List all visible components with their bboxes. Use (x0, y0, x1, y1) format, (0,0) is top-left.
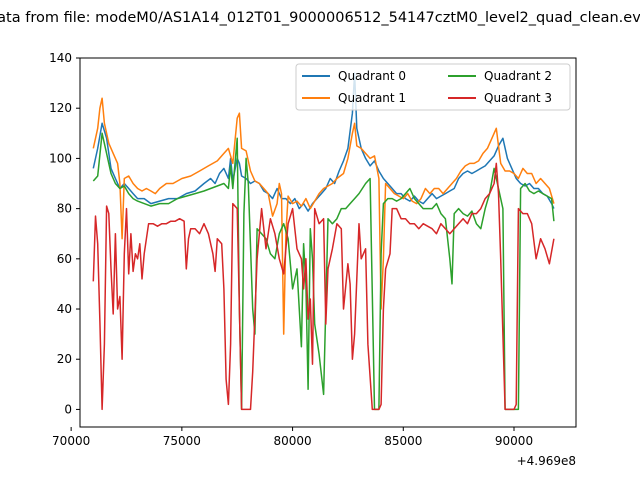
x-tick-label: 80000 (273, 434, 311, 448)
legend-label-quadrant-0: Quadrant 0 (338, 69, 406, 83)
y-tick-label: 140 (49, 51, 72, 65)
plot-area-frame (79, 57, 577, 428)
legend-label-quadrant-2: Quadrant 2 (484, 69, 552, 83)
y-axis: 0 20 40 60 80 100 120 140 (49, 51, 80, 416)
chart-title-text: Data from file: modeM0/AS1A14_012T01_900… (0, 10, 640, 26)
y-tick-label: 60 (57, 252, 72, 266)
x-axis: 70000 75000 80000 85000 90000 (52, 427, 533, 448)
legend-box (295, 63, 571, 111)
legend: Quadrant 0 Quadrant 1 Quadrant 2 Quadrant 3 (295, 63, 571, 111)
y-tick-label: 0 (64, 402, 72, 416)
series-line-quadrant-1 (92, 97, 555, 335)
x-axis-offset-text: +4.969e8 (517, 454, 576, 468)
series-line-quadrant-3 (92, 162, 555, 411)
legend-label-quadrant-3: Quadrant 3 (484, 91, 552, 105)
x-tick-label: 85000 (384, 434, 422, 448)
y-tick-label: 100 (49, 151, 72, 165)
chart-title: Data from file: modeM0/AS1A14_012T01_900… (0, 10, 640, 34)
x-tick-label: 70000 (52, 434, 90, 448)
y-tick-label: 120 (49, 101, 72, 115)
y-tick-label: 20 (57, 352, 72, 366)
legend-label-quadrant-1: Quadrant 1 (338, 91, 406, 105)
series-line-quadrant-2 (92, 132, 555, 411)
x-tick-label: 90000 (495, 434, 533, 448)
series-line-quadrant-0 (92, 72, 555, 212)
x-tick-label: 75000 (163, 434, 201, 448)
series-layer (92, 72, 555, 411)
y-tick-label: 40 (57, 302, 72, 316)
y-tick-label: 80 (57, 202, 72, 216)
